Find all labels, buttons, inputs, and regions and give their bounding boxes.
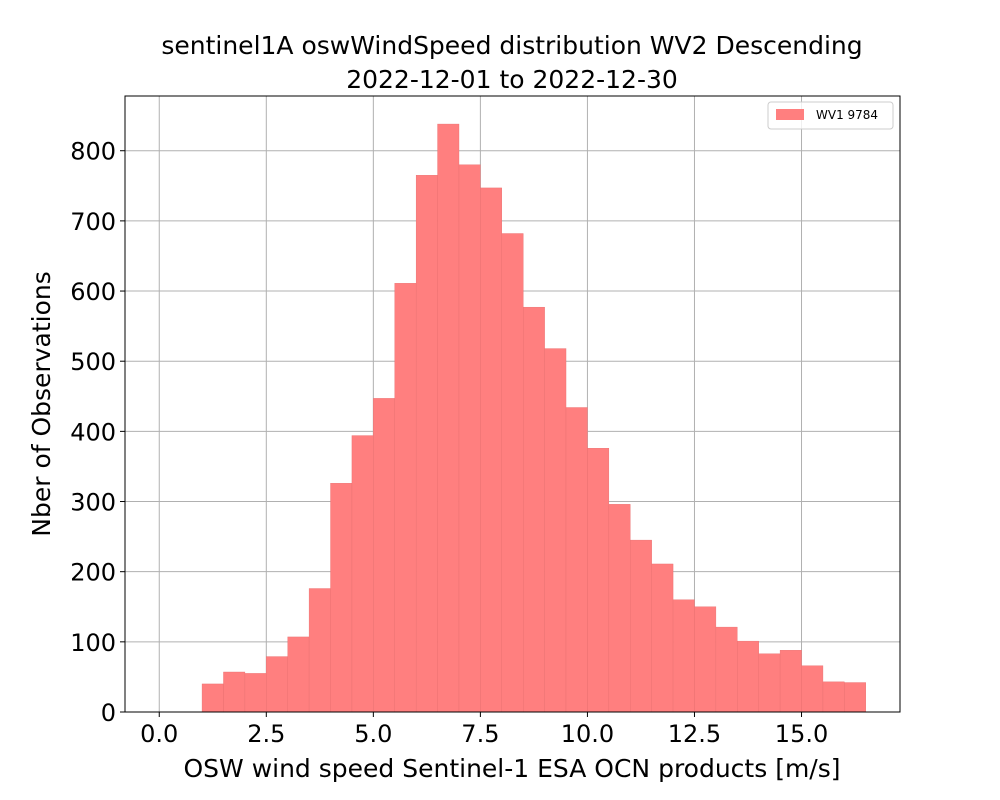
histogram-bar: [437, 123, 460, 713]
legend-swatch: [776, 109, 804, 120]
chart-title: sentinel1A oswWindSpeed distribution WV2…: [161, 31, 862, 60]
histogram-bar: [565, 407, 588, 713]
histogram-bar: [266, 656, 288, 713]
y-tick-label: 200: [70, 559, 116, 587]
histogram-bar: [758, 653, 781, 713]
histogram-bar: [480, 187, 502, 713]
y-tick-label: 400: [70, 418, 116, 446]
histogram-bar: [844, 682, 866, 713]
x-axis-ticks: 0.0 2.5 5.0 7.5 10.0 12.5 15.0: [140, 712, 828, 748]
histogram-bar: [801, 665, 824, 713]
histogram-bar: [308, 588, 331, 713]
y-tick-label: 300: [70, 489, 116, 517]
histogram-bar: [715, 626, 738, 713]
histogram-bar: [415, 175, 438, 713]
histogram-bar: [351, 435, 374, 713]
chart-subtitle: 2022-12-01 to 2022-12-30: [346, 65, 678, 94]
histogram-bar: [373, 398, 395, 713]
axes: [124, 95, 901, 713]
x-tick-label: 10.0: [561, 720, 614, 748]
histogram-bar: [694, 606, 717, 713]
histogram-bar: [523, 306, 545, 713]
histogram-bar: [651, 563, 674, 713]
y-axis-label: Nber of Observations: [27, 271, 56, 536]
y-tick-label: 800: [70, 138, 116, 166]
histogram-bar: [608, 504, 631, 713]
histogram-bar: [223, 671, 246, 713]
y-tick-label: 600: [70, 278, 116, 306]
histogram-bar: [672, 599, 695, 713]
x-tick-label: 7.5: [461, 720, 499, 748]
y-tick-label: 100: [70, 629, 116, 657]
x-tick-label: 2.5: [247, 720, 285, 748]
plot-frame: [124, 95, 901, 713]
histogram-bar: [501, 233, 524, 713]
histogram-bar: [287, 636, 310, 713]
x-axis-label: OSW wind speed Sentinel-1 ESA OCN produc…: [183, 754, 840, 783]
histogram-bar: [244, 673, 267, 713]
histogram-bar: [630, 539, 652, 713]
legend: WV1 9784: [767, 101, 894, 130]
y-tick-label: 0: [101, 699, 116, 727]
histogram-bar: [544, 348, 567, 713]
histogram-bar: [779, 650, 802, 713]
histogram-bar: [458, 164, 481, 713]
y-tick-label: 700: [70, 208, 116, 236]
histogram-bar: [822, 681, 845, 713]
y-axis-ticks: 0 100 200 300 400 500 600 700 800: [70, 138, 125, 727]
x-tick-label: 12.5: [668, 720, 721, 748]
histogram-bar: [587, 448, 610, 713]
legend-label: WV1 9784: [816, 108, 878, 122]
histogram-bar: [737, 640, 759, 713]
y-tick-label: 500: [70, 348, 116, 376]
legend-frame: [767, 101, 894, 130]
histogram-bars: [201, 123, 866, 713]
histogram-bar: [330, 483, 353, 713]
x-tick-label: 0.0: [140, 720, 178, 748]
histogram-bar: [201, 683, 224, 713]
x-tick-label: 15.0: [775, 720, 828, 748]
histogram-bar: [394, 283, 417, 713]
x-tick-label: 5.0: [354, 720, 392, 748]
